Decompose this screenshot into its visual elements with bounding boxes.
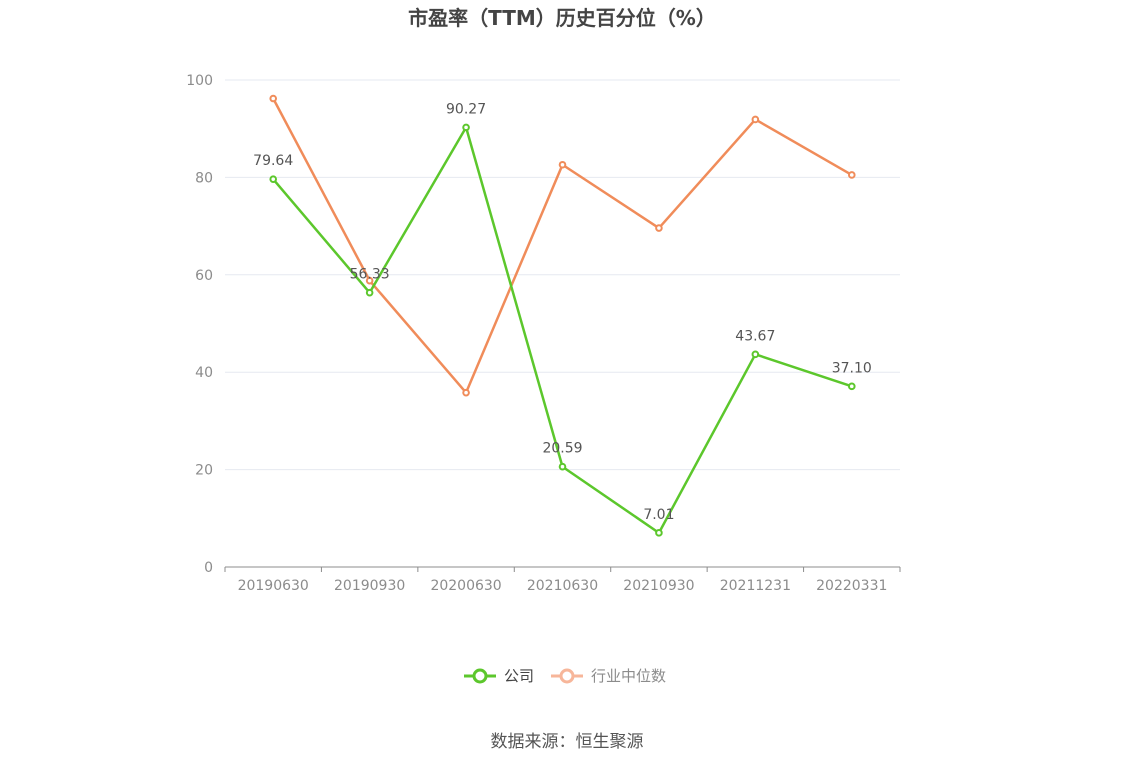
- data-source: 数据来源：恒生聚源: [491, 732, 644, 752]
- data-point[interactable]: [462, 388, 470, 397]
- y-tick-label: 80: [195, 170, 213, 186]
- legend-item-industry[interactable]: 行业中位数: [551, 667, 666, 685]
- series-company: [269, 123, 856, 537]
- y-tick-label: 60: [195, 268, 213, 284]
- data-point[interactable]: [751, 115, 760, 124]
- data-label: 90.27: [446, 101, 486, 117]
- data-label: 56.33: [350, 267, 390, 283]
- data-point[interactable]: [751, 350, 760, 359]
- x-tick-label: 20190630: [238, 578, 309, 594]
- data-point[interactable]: [558, 160, 567, 169]
- legend-industry-marker: [559, 668, 575, 684]
- x-tick-label: 20210930: [623, 578, 694, 594]
- x-axis: 20190630 20190930 20200630 20210630 20210930…: [224, 566, 901, 594]
- chart-title: 市盈率（TTM）历史百分位（%）: [408, 6, 716, 30]
- data-label: 7.01: [643, 507, 674, 523]
- data-point[interactable]: [655, 224, 663, 232]
- data-label: 37.10: [832, 360, 872, 376]
- data-point[interactable]: [269, 94, 278, 103]
- data-label: 20.59: [542, 441, 582, 457]
- x-tick-label: 20210630: [527, 578, 598, 594]
- data-point[interactable]: [365, 288, 374, 297]
- x-tick-label: 20211231: [720, 578, 791, 594]
- legend-industry-label: 行业中位数: [591, 667, 666, 685]
- series-industry: [269, 94, 856, 397]
- y-axis: 0 20 40 60 80 100: [186, 73, 213, 576]
- data-point[interactable]: [558, 462, 567, 471]
- data-point[interactable]: [655, 529, 663, 537]
- data-point[interactable]: [847, 382, 856, 391]
- data-point[interactable]: [847, 171, 856, 179]
- data-label: 43.67: [735, 328, 775, 344]
- x-tick-label: 20220331: [816, 578, 887, 594]
- data-point[interactable]: [462, 123, 470, 132]
- data-point[interactable]: [269, 175, 278, 183]
- y-tick-label: 20: [195, 463, 213, 479]
- series-lines: [269, 94, 856, 537]
- legend-item-company[interactable]: 公司: [464, 667, 534, 685]
- series-line: [272, 97, 853, 394]
- x-tick-label: 20190930: [334, 578, 405, 594]
- data-point[interactable]: [365, 276, 374, 285]
- legend-company-label: 公司: [504, 667, 534, 685]
- x-tick-label: 20200630: [430, 578, 501, 594]
- legend-company-marker: [472, 668, 488, 684]
- y-tick-label: 0: [204, 560, 213, 576]
- y-tick-label: 100: [186, 73, 213, 89]
- y-tick-label: 40: [195, 365, 213, 381]
- grid-lines: [225, 79, 900, 471]
- legend: 公司 行业中位数: [464, 667, 666, 685]
- data-labels: 79.64 56.33 90.27 20.59 7.01 43.67 37.10: [253, 101, 872, 522]
- data-label: 79.64: [253, 153, 293, 169]
